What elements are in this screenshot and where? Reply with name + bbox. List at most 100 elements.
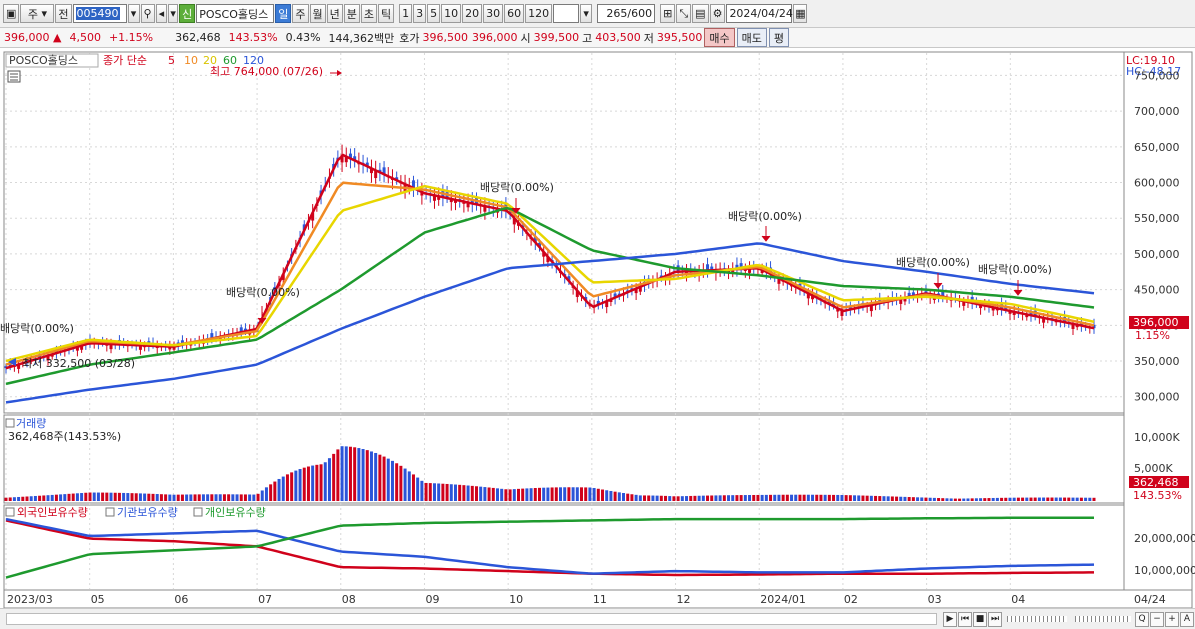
bid-price: 396,000 (472, 31, 518, 44)
volume-bar (647, 495, 651, 501)
candle-body (172, 346, 176, 350)
volume-bar (941, 498, 945, 501)
interval-20[interactable]: 20 (462, 4, 483, 23)
date-axis-label: 09 (425, 593, 439, 606)
zoom-icon[interactable]: ⤡ (676, 4, 692, 23)
zoom-ruler[interactable] (1075, 616, 1131, 622)
holdings-toggle-icon[interactable] (105, 507, 115, 517)
interval-60[interactable]: 60 (504, 4, 525, 23)
interval-30[interactable]: 30 (483, 4, 504, 23)
speaker-icon[interactable]: ◂ (155, 4, 168, 23)
lc-value: LC:19.10 (1126, 54, 1175, 67)
legend-ma-title: 종가 단순 (103, 54, 147, 67)
volume-bar (172, 494, 176, 501)
interval-120[interactable]: 120 (525, 4, 553, 23)
gear-icon[interactable]: ⚙ (709, 4, 726, 23)
scroll-last-icon[interactable]: ⏭ (988, 611, 1002, 627)
interval-dropdown-icon[interactable]: ▾ (580, 4, 593, 23)
volume-bar (710, 495, 714, 501)
horizontal-scrollbar[interactable] (6, 613, 937, 625)
zoom-slider[interactable] (1007, 616, 1067, 622)
period-week[interactable]: 주 (292, 4, 309, 23)
stock-chart[interactable]: POSCO홀딩스 종가 단순 5 10 20 60 120 최고 764,000… (0, 48, 1195, 608)
volume-bar (588, 487, 592, 501)
period-tick[interactable]: 틱 (378, 4, 395, 23)
legend-individual: 개인보유수량 (205, 506, 266, 519)
count-input[interactable]: 265/600 (597, 4, 656, 23)
stock-code-input[interactable]: 005490 (72, 4, 127, 23)
candle-body (411, 180, 415, 189)
calendar-icon[interactable]: ▦ (793, 4, 808, 23)
period-month[interactable]: 월 (309, 4, 326, 23)
min-arrow-icon (8, 358, 16, 366)
interval-3[interactable]: 3 (413, 4, 427, 23)
volume-bar (722, 495, 726, 501)
volume-bar (189, 494, 193, 501)
volume-bar (714, 495, 718, 501)
volume-bar (449, 484, 453, 501)
volume-bar (180, 494, 184, 501)
period-second[interactable]: 초 (360, 4, 377, 23)
save-icon[interactable]: ▤ (692, 4, 709, 23)
interval-1[interactable]: 1 (399, 4, 413, 23)
volume-bar (962, 498, 966, 501)
volume-bar (302, 467, 306, 501)
volume-bar (697, 495, 701, 501)
candle-body (962, 301, 966, 306)
period-minute[interactable]: 분 (343, 4, 360, 23)
volume-bar (764, 494, 768, 501)
volume-bar (185, 494, 189, 501)
period-day[interactable]: 일 (275, 4, 292, 23)
candle-body (941, 291, 945, 297)
holdings-toggle-icon[interactable] (193, 507, 203, 517)
open-price: 399,500 (533, 31, 580, 44)
chart-tool-icon[interactable]: ⊞ (660, 4, 676, 23)
volume-bar (1033, 497, 1037, 501)
type-select[interactable]: 주 ▾ (20, 4, 55, 23)
sell-button[interactable]: 매도 (736, 28, 767, 47)
price-value: 396,000 (4, 31, 50, 44)
date-input[interactable]: 2024/04/24 (726, 4, 793, 23)
zoom-out-icon[interactable]: − (1150, 611, 1164, 627)
date-axis-label: 2024/01 (760, 593, 806, 606)
volume-bar (168, 494, 172, 501)
volume-bar (1071, 497, 1075, 501)
price-axis-label: 500,000 (1134, 248, 1180, 261)
volume-bar (521, 488, 525, 501)
scroll-right-icon[interactable]: ▶ (943, 611, 957, 627)
holdings-toggle-icon[interactable] (5, 507, 15, 517)
candle-body (777, 278, 781, 284)
stock-name-field[interactable]: POSCO홀딩스 (196, 4, 275, 23)
scroll-first-icon[interactable]: ⏮ (958, 611, 972, 627)
volume-bar (155, 494, 159, 501)
volume-bar (122, 492, 126, 501)
count-value: 265 (606, 7, 628, 20)
quick-tool-icon[interactable]: Q (1135, 611, 1149, 627)
interval-10[interactable]: 10 (441, 4, 462, 23)
layout-icon[interactable]: ▣ (3, 4, 20, 23)
volume-bar (67, 493, 71, 501)
font-size-icon[interactable]: A (1180, 611, 1194, 627)
volume-toggle-icon[interactable] (5, 418, 15, 428)
speaker-dropdown-icon[interactable]: ▾ (168, 4, 179, 23)
stop-icon[interactable]: ■ (973, 611, 987, 627)
evaluate-button[interactable]: 평 (768, 28, 790, 47)
prev-button[interactable]: 전 (55, 4, 72, 23)
code-dropdown-icon[interactable]: ▾ (127, 4, 140, 23)
dividend-label: 배당락(0.00%) (728, 210, 802, 223)
candle-body (848, 306, 852, 310)
volume-bar (643, 495, 647, 501)
search-icon[interactable]: ⚲ (140, 4, 155, 23)
interval-5[interactable]: 5 (427, 4, 441, 23)
interval-custom-input[interactable] (553, 4, 580, 23)
buy-button[interactable]: 매수 (704, 28, 735, 47)
legend-ma-20: 20 (203, 54, 217, 67)
zoom-in-icon[interactable]: + (1165, 611, 1179, 627)
period-year[interactable]: 년 (326, 4, 343, 23)
candle-body (748, 268, 752, 273)
credit-badge[interactable]: 신 (179, 4, 196, 23)
volume-bar (80, 493, 84, 501)
change-percent: +1.15% (108, 31, 154, 44)
legend-name-box (5, 53, 99, 68)
volume-bar (655, 495, 659, 501)
